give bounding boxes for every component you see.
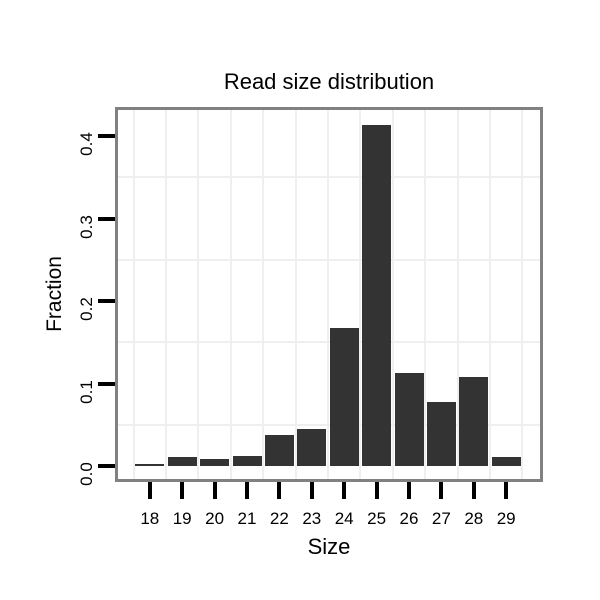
x-tick-18 (147, 482, 152, 499)
vertical-gridline-3 (229, 110, 232, 479)
vertical-gridline-10 (456, 110, 459, 479)
x-tick-label-21: 21 (237, 509, 257, 528)
x-tick-label-26: 26 (399, 509, 419, 528)
horizontal-gridline-0.15 (118, 341, 540, 344)
x-tick-label-29: 29 (496, 509, 516, 528)
x-axis-label: Size (307, 534, 351, 559)
bar-27 (426, 402, 456, 466)
vertical-gridline-0 (132, 110, 135, 479)
x-tick-19 (180, 482, 185, 499)
x-tick-27 (439, 482, 444, 499)
x-tick-label-20: 20 (205, 509, 225, 528)
y-tick-label-0.1: 0.1 (77, 379, 96, 404)
bar-28 (459, 377, 489, 466)
y-tick-label-0.4: 0.4 (77, 132, 96, 156)
y-tick-0.1 (98, 381, 115, 386)
bar-20 (200, 459, 230, 466)
x-tick-29 (504, 482, 509, 499)
vertical-gridline-7 (359, 110, 362, 479)
vertical-gridline-5 (294, 110, 297, 479)
vertical-gridline-12 (521, 110, 524, 479)
bar-26 (394, 373, 424, 466)
vertical-gridline-6 (327, 110, 329, 479)
bar-29 (491, 457, 521, 466)
y-tick-label-0.2: 0.2 (77, 297, 96, 321)
y-tick-0.0 (98, 464, 115, 468)
bar-22 (264, 435, 294, 466)
vertical-gridline-4 (262, 110, 265, 479)
x-tick-26 (407, 482, 411, 499)
vertical-gridline-11 (489, 110, 491, 479)
x-tick-22 (277, 482, 282, 499)
bar-18 (135, 464, 165, 466)
bar-19 (167, 457, 197, 466)
vertical-gridline-8 (391, 110, 394, 479)
x-tick-21 (245, 482, 249, 499)
x-tick-label-28: 28 (464, 509, 484, 528)
bar-25 (362, 125, 392, 466)
bar-23 (297, 429, 327, 466)
x-tick-23 (309, 482, 314, 499)
x-tick-label-19: 19 (172, 509, 192, 528)
x-tick-label-23: 23 (302, 509, 322, 528)
bar-24 (329, 328, 359, 466)
x-tick-28 (471, 482, 476, 499)
x-tick-label-24: 24 (334, 509, 354, 528)
horizontal-gridline-0.35 (118, 176, 540, 179)
x-tick-20 (212, 482, 217, 499)
x-tick-label-18: 18 (140, 509, 160, 528)
vertical-gridline-2 (197, 110, 200, 479)
bar-21 (232, 456, 262, 466)
x-tick-label-25: 25 (367, 509, 387, 528)
y-tick-0.4 (98, 134, 115, 138)
vertical-gridline-1 (165, 110, 167, 479)
y-tick-0.3 (98, 216, 115, 221)
chart-title: Read size distribution (223, 69, 435, 94)
horizontal-gridline-0.05 (118, 423, 540, 426)
y-tick-0.2 (98, 299, 115, 303)
x-tick-label-22: 22 (269, 509, 289, 528)
x-tick-label-27: 27 (431, 509, 451, 528)
x-tick-25 (374, 482, 379, 499)
x-tick-24 (342, 482, 347, 499)
horizontal-gridline-0.25 (118, 258, 540, 261)
vertical-gridline-9 (424, 110, 427, 479)
y-tick-label-0.0: 0.0 (77, 462, 96, 486)
y-tick-label-0.3: 0.3 (77, 214, 96, 239)
